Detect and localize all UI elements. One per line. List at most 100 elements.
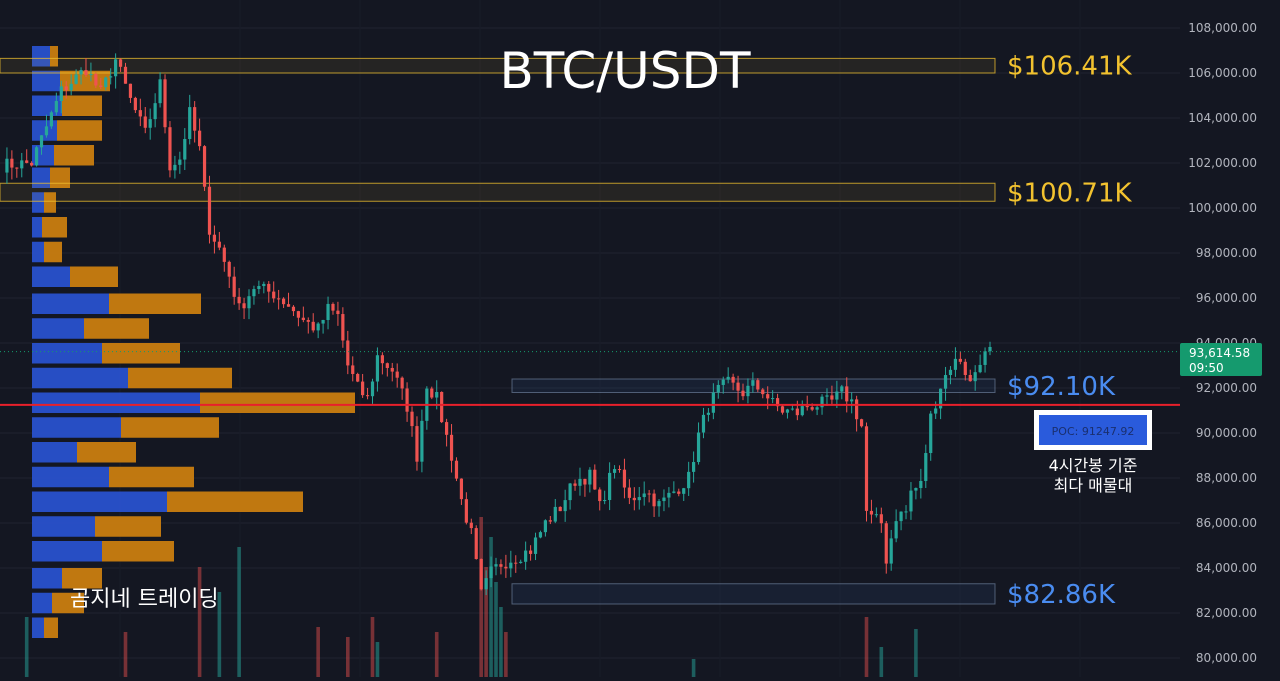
candle-body	[489, 566, 493, 579]
candle-body	[54, 101, 58, 113]
candle-body	[563, 500, 567, 512]
candle-body	[504, 566, 508, 569]
candle-body	[267, 283, 271, 292]
volume-profile-bar-up	[32, 592, 52, 614]
candle-body	[484, 578, 488, 590]
volume-bar	[691, 659, 696, 677]
candle-body	[227, 261, 231, 277]
candle-body	[400, 377, 404, 389]
y-tick-label: 80,000.00	[1196, 651, 1257, 665]
poc-box-fill	[1039, 415, 1147, 445]
candle-body	[652, 493, 656, 507]
volume-profile-bar-down	[62, 95, 102, 116]
volume-bar	[494, 582, 498, 677]
candle-body	[148, 119, 152, 128]
candle-body	[321, 319, 325, 324]
candle-body	[958, 358, 962, 362]
volume-profile-bar-down	[128, 367, 232, 389]
candle-body	[642, 493, 646, 498]
candle-body	[281, 298, 286, 305]
volume-profile-bar-down	[109, 466, 194, 488]
candle-body	[39, 135, 44, 148]
y-tick-label: 108,000.00	[1188, 21, 1257, 35]
volume-bar	[375, 642, 380, 677]
candle-body	[499, 564, 503, 567]
price-tag-bg	[1180, 343, 1262, 376]
candle-body	[840, 386, 844, 392]
candle-body	[69, 83, 73, 91]
candle-body	[830, 395, 834, 400]
countdown-label: 09:50	[1189, 361, 1224, 375]
volume-profile-bar-down	[70, 266, 118, 287]
candle-body	[20, 160, 24, 169]
candle-body	[277, 298, 281, 300]
candle-body	[286, 304, 291, 307]
volume-profile-bar-up	[32, 192, 44, 213]
y-tick-label: 82,000.00	[1196, 606, 1257, 620]
candle-body	[909, 490, 913, 512]
candle-body	[316, 323, 320, 331]
y-tick-label: 98,000.00	[1196, 246, 1257, 260]
poc-note-line1: 4시간봉 기준	[1049, 456, 1138, 475]
candle-body	[242, 303, 246, 309]
volume-profile-bar-up	[32, 217, 42, 238]
poc-callout[interactable]: POC: 91247.92 4시간봉 기준 최다 매물대	[1034, 410, 1152, 495]
candle-body	[612, 469, 617, 473]
candle-body	[390, 367, 394, 372]
candle-body	[326, 303, 330, 320]
volume-profile-bar-up	[32, 70, 60, 92]
current-price-label: 93,614.58	[1189, 346, 1250, 360]
grid-lines	[0, 27, 1180, 659]
candlesticks	[5, 53, 992, 596]
level-zone	[0, 182, 996, 202]
candle-body	[558, 506, 562, 512]
candle-body	[104, 77, 108, 88]
y-tick-label: 84,000.00	[1196, 561, 1257, 575]
price-axis[interactable]: 108,000.00 106,000.00 104,000.00 102,000.00…	[1188, 21, 1257, 665]
candle-body	[44, 126, 49, 136]
volume-profile-bar-down	[121, 417, 219, 438]
candle-body	[988, 346, 992, 352]
candle-body	[128, 83, 133, 98]
candle-body	[756, 380, 760, 390]
volume-profile-bar-down	[84, 318, 149, 339]
candle-body	[884, 523, 888, 564]
candle-body	[336, 310, 340, 315]
candle-body	[835, 391, 839, 400]
candle-body	[415, 426, 419, 462]
candle-body	[603, 500, 607, 502]
candle-body	[578, 478, 582, 486]
candle-body	[790, 408, 794, 410]
candle-body	[622, 469, 627, 488]
candle-body	[696, 432, 701, 463]
volume-profile-bar-down	[44, 617, 58, 638]
candle-body	[59, 86, 63, 102]
candle-body	[435, 391, 439, 398]
candle-body	[163, 79, 167, 128]
volume-profile-bar-up	[32, 318, 84, 339]
candle-body	[380, 355, 384, 364]
candle-body	[647, 493, 651, 495]
volume-bar	[479, 517, 483, 677]
candle-body	[780, 406, 785, 413]
candle-body	[247, 296, 251, 309]
candle-body	[454, 460, 459, 479]
volume-bars	[24, 517, 918, 677]
candle-body	[370, 381, 375, 397]
volume-profile-bar-down	[57, 120, 102, 141]
candle-body	[519, 561, 523, 563]
candle-body	[79, 70, 83, 75]
volume-profile-bar-up	[32, 466, 109, 488]
candle-body	[948, 369, 953, 376]
candle-body	[183, 138, 187, 160]
y-tick-label: 104,000.00	[1188, 111, 1257, 125]
candle-body	[934, 408, 938, 414]
candle-body	[716, 384, 720, 393]
candle-body	[49, 112, 53, 127]
candle-body	[687, 471, 691, 489]
candle-body	[5, 158, 9, 173]
watermark-text: 곰지네 트레이딩	[70, 587, 219, 612]
